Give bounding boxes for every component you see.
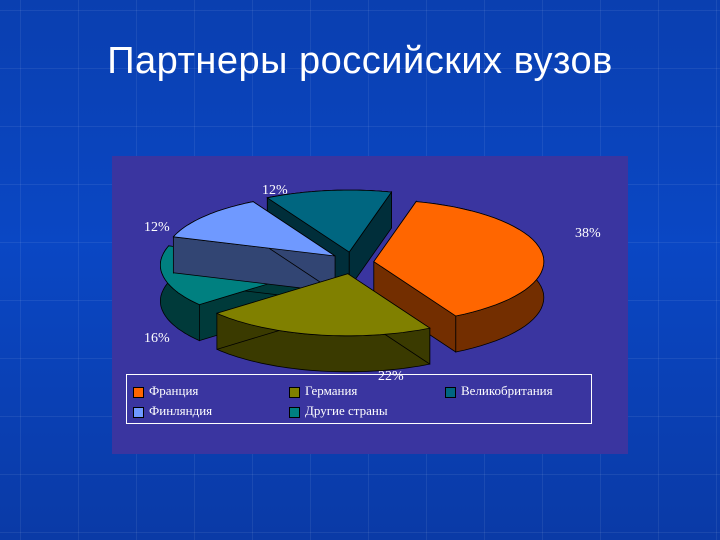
pie-slice-france xyxy=(373,200,545,353)
legend-label-germany: Германия xyxy=(305,383,358,398)
legend-swatch-france xyxy=(133,386,144,398)
legend-item-uk: Великобритания xyxy=(445,383,553,399)
legend-label-uk: Великобритания xyxy=(461,383,553,398)
legend-swatch-uk xyxy=(445,386,456,398)
legend-item-france: Франция xyxy=(133,383,198,399)
pie-chart: 38% 22% 12% 12% 16% xyxy=(144,183,601,384)
legend: Франция Германия Великобритания Финлянди… xyxy=(126,374,592,424)
legend-label-other: Другие страны xyxy=(305,403,388,418)
legend-swatch-germany xyxy=(289,386,300,398)
legend-label-finland: Финляндия xyxy=(149,403,213,418)
slide-title: Партнеры российских вузов xyxy=(107,40,613,82)
data-label-finland: 12% xyxy=(144,220,170,235)
data-label-other: 16% xyxy=(144,331,170,346)
legend-swatch-other xyxy=(289,406,300,418)
legend-swatch-finland xyxy=(133,406,144,418)
legend-item-finland: Финляндия xyxy=(133,403,212,419)
legend-label-france: Франция xyxy=(149,383,199,398)
pie-slice-finland xyxy=(172,200,336,293)
data-label-germany: 22% xyxy=(378,369,404,384)
data-label-uk: 12% xyxy=(262,183,288,198)
legend-item-germany: Германия xyxy=(289,383,357,399)
pie-slice-germany xyxy=(215,273,431,373)
chart-panel: 38% 22% 12% 12% 16% Франция Германия Великоб… xyxy=(112,156,628,454)
legend-item-other: Другие страны xyxy=(289,403,388,419)
data-label-france: 38% xyxy=(575,226,601,241)
